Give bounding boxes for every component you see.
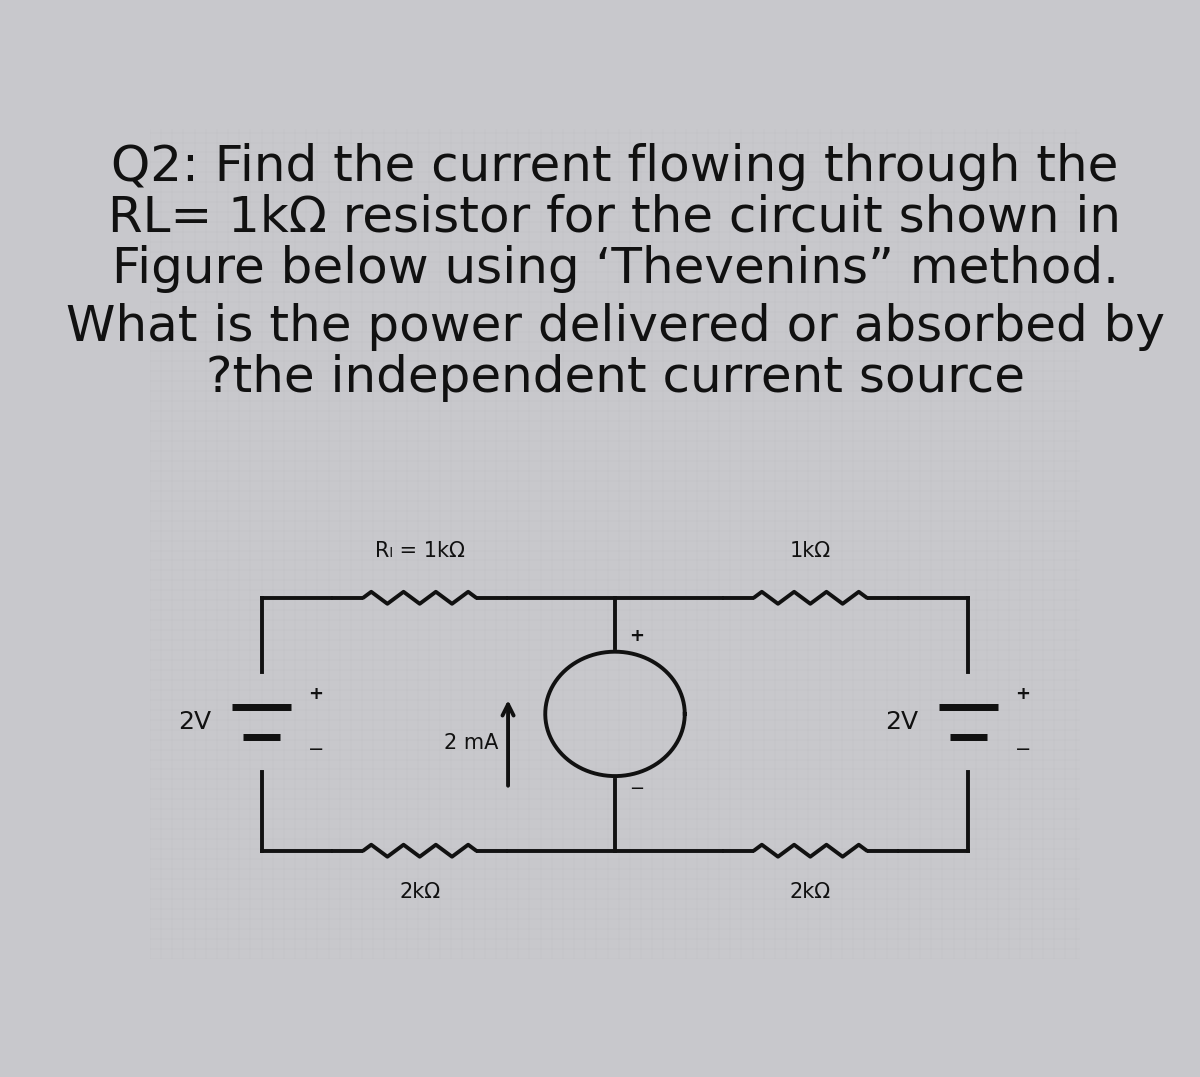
Text: 2kΩ: 2kΩ (400, 882, 440, 903)
Text: −: − (1015, 740, 1031, 758)
Text: Rₗ = 1kΩ: Rₗ = 1kΩ (374, 542, 464, 561)
Text: +: + (308, 685, 323, 703)
Text: Figure below using ‘Thevenins” method.: Figure below using ‘Thevenins” method. (112, 246, 1118, 293)
Text: Q2: Find the current flowing through the: Q2: Find the current flowing through the (112, 142, 1118, 191)
Text: 2V: 2V (886, 710, 918, 735)
Text: 2 mA: 2 mA (444, 733, 499, 753)
Text: RL= 1kΩ resistor for the circuit shown in: RL= 1kΩ resistor for the circuit shown i… (108, 194, 1122, 242)
Text: +: + (629, 627, 644, 645)
Text: What is the power delivered or absorbed by: What is the power delivered or absorbed … (66, 303, 1164, 351)
Text: −: − (629, 780, 644, 798)
Text: 2V: 2V (179, 710, 211, 735)
Text: ?the independent current source: ?the independent current source (205, 354, 1025, 402)
Text: +: + (1015, 685, 1030, 703)
Text: 2kΩ: 2kΩ (790, 882, 830, 903)
Text: −: − (308, 740, 324, 758)
Text: 1kΩ: 1kΩ (790, 542, 830, 561)
